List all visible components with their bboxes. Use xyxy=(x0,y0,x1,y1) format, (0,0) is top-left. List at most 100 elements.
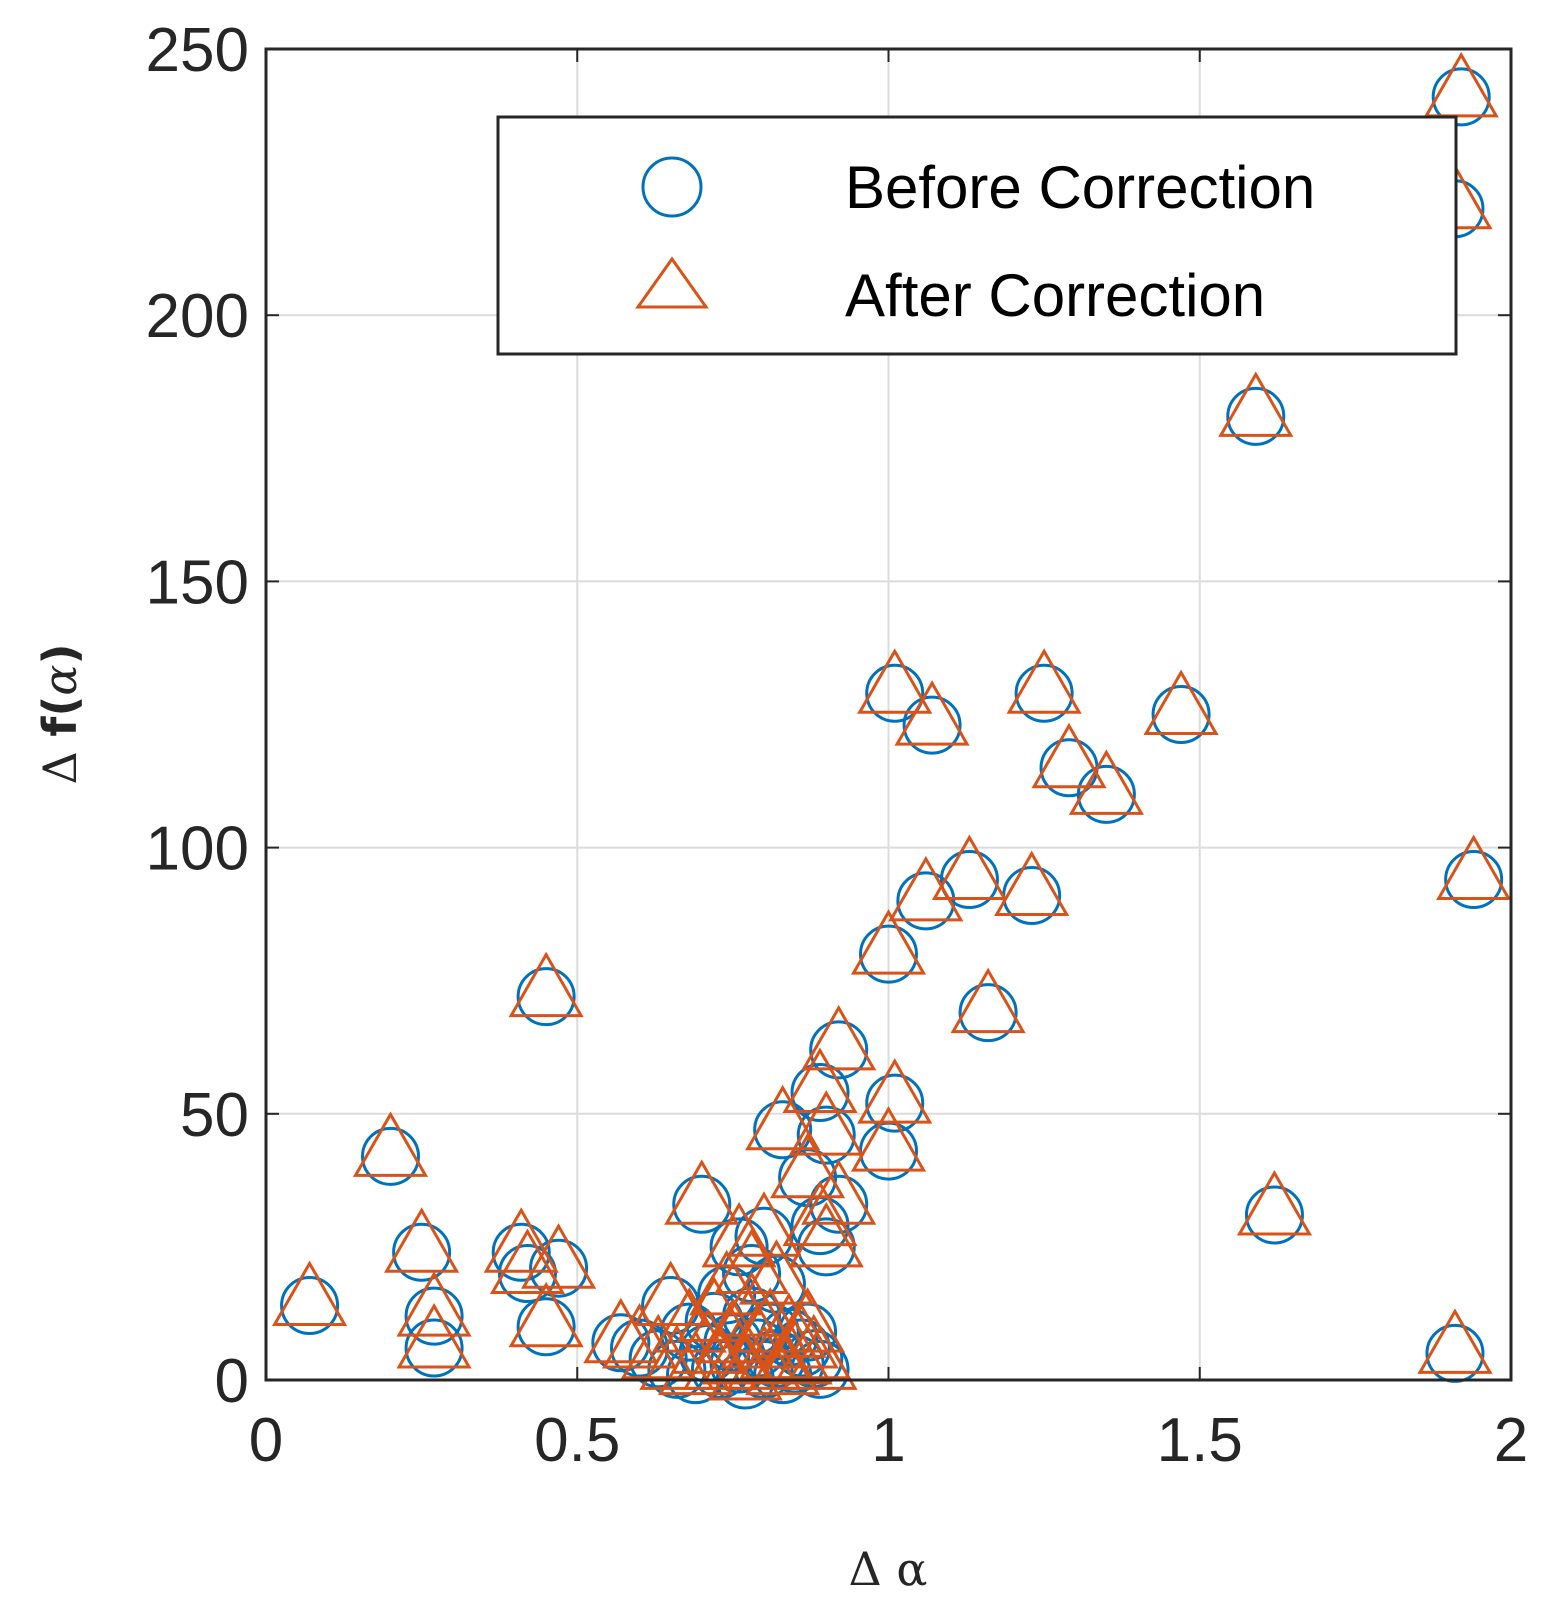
after-correction-point xyxy=(1236,1169,1313,1236)
y-axis-label: Δ f(α) xyxy=(33,643,87,784)
after-correction-point xyxy=(664,1159,740,1225)
after-correction-point xyxy=(508,1281,584,1348)
after-correction-point xyxy=(601,1303,678,1369)
after-correction-point xyxy=(396,1303,472,1369)
after-correction-point xyxy=(1423,51,1499,118)
after-correction-point xyxy=(1436,834,1512,901)
after-correction-point xyxy=(950,967,1026,1034)
y-label-close: ) xyxy=(33,643,87,664)
before-correction-point xyxy=(529,1238,589,1298)
after-correction-point xyxy=(639,1324,715,1390)
before-correction-point xyxy=(392,1222,452,1282)
after-correction-point xyxy=(732,1287,808,1353)
after-correction-point xyxy=(1143,669,1219,735)
after-correction-point xyxy=(801,1004,877,1071)
axis-ticks xyxy=(265,48,1512,1381)
after-correction-point xyxy=(396,1271,472,1337)
before-correction-point xyxy=(404,1286,464,1346)
after-correction-point xyxy=(782,1324,858,1390)
after-correction-point xyxy=(782,1047,858,1114)
after-correction-point xyxy=(738,1239,815,1305)
before-correction-point xyxy=(1431,67,1491,127)
data-points xyxy=(271,51,1512,1410)
before-correction-point xyxy=(902,695,962,755)
before-correction-point xyxy=(796,1105,856,1165)
legend-before-label: Before Correction xyxy=(845,154,1315,221)
before-correction-point xyxy=(1244,1185,1304,1245)
before-correction-point xyxy=(790,1063,850,1123)
before-correction-point xyxy=(491,1222,551,1282)
before-correction-point xyxy=(865,663,925,723)
after-correction-point xyxy=(1218,371,1294,437)
before-correction-point xyxy=(958,983,1018,1043)
before-correction-point xyxy=(796,1217,856,1277)
after-correction-point xyxy=(994,850,1070,917)
before-correction-point xyxy=(1226,386,1286,446)
after-correction-point xyxy=(745,1084,821,1151)
x-tick-label: 1 xyxy=(871,1406,905,1475)
after-correction-point xyxy=(751,1292,827,1358)
x-tick-label: 2 xyxy=(1494,1406,1528,1475)
y-tick-label: 200 xyxy=(146,282,249,351)
after-correction-point xyxy=(888,855,964,922)
after-correction-point xyxy=(713,1228,790,1295)
before-correction-point xyxy=(859,924,918,984)
after-correction-point xyxy=(782,1180,858,1247)
before-correction-point xyxy=(1014,663,1074,723)
y-tick-label: 100 xyxy=(146,815,249,884)
after-correction-point xyxy=(384,1207,460,1273)
before-correction-point xyxy=(404,1318,464,1378)
after-correction-point xyxy=(857,648,933,714)
after-correction-point xyxy=(271,1260,348,1326)
y-label-prefix: Δ xyxy=(33,751,87,784)
after-correction-point xyxy=(763,1303,839,1369)
x-tick-label: 0 xyxy=(249,1406,283,1475)
y-tick-label: 250 xyxy=(146,16,249,85)
after-correction-point xyxy=(489,1228,566,1295)
after-correction-point xyxy=(801,1159,877,1225)
after-correction-point xyxy=(894,680,970,746)
before-correction-point xyxy=(672,1174,732,1234)
before-correction-point xyxy=(809,1174,869,1234)
after-correction-point xyxy=(1068,749,1144,815)
after-correction-point xyxy=(352,1111,429,1177)
y-label-symbol: α xyxy=(33,665,87,696)
before-correction-point xyxy=(896,871,956,931)
after-correction-point xyxy=(850,909,927,975)
after-correction-point xyxy=(620,1313,696,1380)
legend-before-marker xyxy=(641,156,703,218)
before-correction-point xyxy=(361,1126,420,1186)
after-correction-point xyxy=(651,1287,727,1353)
before-correction-point xyxy=(516,1297,576,1357)
before-correction-point xyxy=(753,1100,813,1160)
after-correction-point xyxy=(788,1090,864,1156)
after-correction-point xyxy=(483,1207,559,1273)
before-correction-point xyxy=(280,1275,340,1335)
before-correction-point xyxy=(722,1244,782,1304)
x-tick-label: 0.5 xyxy=(534,1406,620,1475)
after-correction-point xyxy=(508,951,584,1018)
after-correction-point xyxy=(720,1303,796,1369)
legend-after-marker xyxy=(635,256,709,309)
after-correction-point xyxy=(931,834,1008,901)
after-correction-point xyxy=(769,1132,846,1199)
legend-after-label: After Correction xyxy=(845,262,1265,329)
before-correction-point xyxy=(497,1244,557,1304)
y-tick-label: 0 xyxy=(215,1347,249,1416)
y-label-bold: f( xyxy=(33,696,87,737)
after-correction-point xyxy=(850,1106,927,1172)
before-correction-point xyxy=(1444,850,1504,910)
before-correction-point xyxy=(939,850,999,910)
y-tick-label: 50 xyxy=(180,1081,249,1150)
before-correction-point xyxy=(865,1073,925,1133)
after-correction-point xyxy=(788,1201,864,1268)
tick-labels: 0 0.5 1 1.5 2 0 50 100 150 200 250 xyxy=(146,16,1529,1475)
x-axis-label: Δ α xyxy=(849,1542,928,1596)
x-tick-label: 1.5 xyxy=(1157,1406,1243,1475)
after-correction-point xyxy=(701,1201,777,1268)
before-correction-point xyxy=(516,967,576,1027)
y-tick-label: 150 xyxy=(146,548,249,617)
after-correction-point xyxy=(1006,648,1082,714)
before-correction-point xyxy=(1151,685,1211,744)
